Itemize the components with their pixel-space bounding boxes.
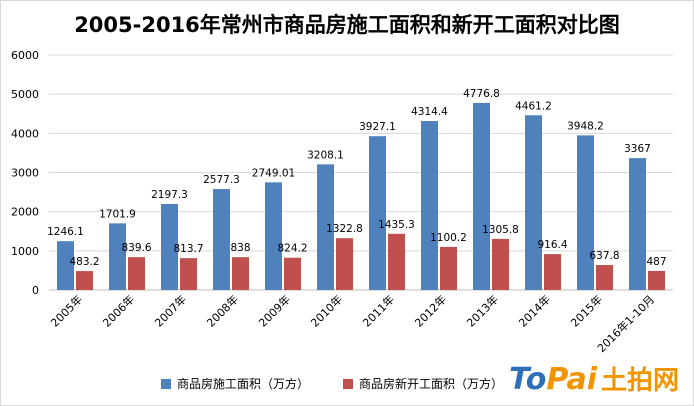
bar-construction xyxy=(317,164,334,290)
data-label-construction: 4776.8 xyxy=(463,88,500,100)
data-label-construction: 2749.01 xyxy=(252,167,295,179)
y-tick-label: 0 xyxy=(32,284,39,297)
data-label-construction: 3927.1 xyxy=(359,121,396,133)
bar-new-start xyxy=(284,257,301,290)
bar-construction xyxy=(213,189,230,290)
x-tick-label: 2005年 xyxy=(48,292,85,329)
y-tick-label: 1000 xyxy=(11,245,39,258)
data-label-new-start: 1100.2 xyxy=(430,232,467,244)
x-tick-label: 2011年 xyxy=(360,292,397,329)
y-tick-label: 4000 xyxy=(11,127,39,140)
legend-item-construction: 商品房施工面积（万方） xyxy=(161,375,309,392)
data-label-construction: 4461.2 xyxy=(515,100,552,112)
bar-new-start xyxy=(492,238,509,290)
data-label-new-start: 483.2 xyxy=(69,256,99,268)
bar-construction xyxy=(473,102,490,291)
legend-label-new-start: 商品房新开工面积（万方） xyxy=(359,377,504,391)
x-tick-label: 2015年 xyxy=(568,292,605,329)
bar-construction xyxy=(577,135,594,290)
bar-new-start xyxy=(180,258,197,290)
bar-construction xyxy=(109,223,126,290)
data-label-new-start: 813.7 xyxy=(173,243,203,255)
x-tick-label: 2006年 xyxy=(100,292,137,329)
legend: 商品房施工面积（万方） 商品房新开工面积（万方） xyxy=(161,375,503,392)
x-tick-label: 2013年 xyxy=(464,292,501,329)
logo-text-to: To xyxy=(509,362,547,397)
data-label-construction: 3948.2 xyxy=(567,120,604,132)
bar-construction xyxy=(369,136,386,290)
data-label-construction: 1246.1 xyxy=(47,226,84,238)
bar-construction xyxy=(57,241,74,290)
data-label-construction: 4314.4 xyxy=(411,106,448,118)
x-tick-label: 2008年 xyxy=(204,292,241,329)
data-label-construction: 2197.3 xyxy=(151,189,188,201)
legend-swatch-new-start xyxy=(343,378,354,389)
data-label-new-start: 838 xyxy=(230,242,250,254)
logo-text-brand: 土拍网 xyxy=(600,366,679,396)
x-tick-label: 2009年 xyxy=(256,292,293,329)
x-tick-label: 2014年 xyxy=(516,292,553,329)
x-tick-label: 2010年 xyxy=(308,292,345,329)
data-label-new-start: 487 xyxy=(646,256,666,268)
y-tick-label: 5000 xyxy=(11,88,39,101)
bar-new-start xyxy=(544,254,561,290)
bar-new-start xyxy=(596,265,613,290)
chart-title: 2005-2016年常州市商品房施工面积和新开工面积对比图 xyxy=(74,13,620,37)
x-tick-label: 2007年 xyxy=(152,292,189,329)
bar-construction xyxy=(525,115,542,290)
data-label-construction: 3367 xyxy=(624,143,651,155)
bar-construction xyxy=(629,158,646,290)
bar-new-start xyxy=(440,246,457,290)
data-label-new-start: 637.8 xyxy=(589,250,619,262)
bar-construction xyxy=(421,121,438,290)
bar-new-start xyxy=(76,271,93,290)
bar-new-start xyxy=(232,257,249,290)
y-tick-label: 6000 xyxy=(11,49,39,62)
data-label-construction: 2577.3 xyxy=(203,174,240,186)
data-label-construction: 3208.1 xyxy=(307,149,344,161)
data-label-new-start: 1322.8 xyxy=(326,223,363,235)
legend-swatch-construction xyxy=(161,378,171,389)
bar-new-start xyxy=(388,233,405,290)
bar-new-start xyxy=(336,238,353,290)
data-label-new-start: 839.6 xyxy=(121,242,151,254)
data-label-new-start: 1435.3 xyxy=(378,219,415,231)
bar-construction xyxy=(161,203,178,290)
y-tick-label: 3000 xyxy=(11,167,39,180)
bar-new-start xyxy=(128,257,145,290)
topai-logo: To Pai 土拍网 xyxy=(509,360,679,397)
y-tick-label: 2000 xyxy=(11,206,39,219)
legend-label-construction: 商品房施工面积（万方） xyxy=(177,377,310,391)
data-label-construction: 1701.9 xyxy=(99,208,136,220)
x-tick-label: 2012年 xyxy=(412,292,449,329)
data-label-new-start: 824.2 xyxy=(277,243,307,255)
data-label-new-start: 916.4 xyxy=(537,239,567,251)
data-label-new-start: 1305.8 xyxy=(482,224,519,236)
bar-construction xyxy=(265,182,282,290)
bar-new-start xyxy=(648,270,665,290)
logo-text-pai: Pai xyxy=(546,362,597,397)
legend-item-new-start: 商品房新开工面积（万方） xyxy=(343,375,503,392)
